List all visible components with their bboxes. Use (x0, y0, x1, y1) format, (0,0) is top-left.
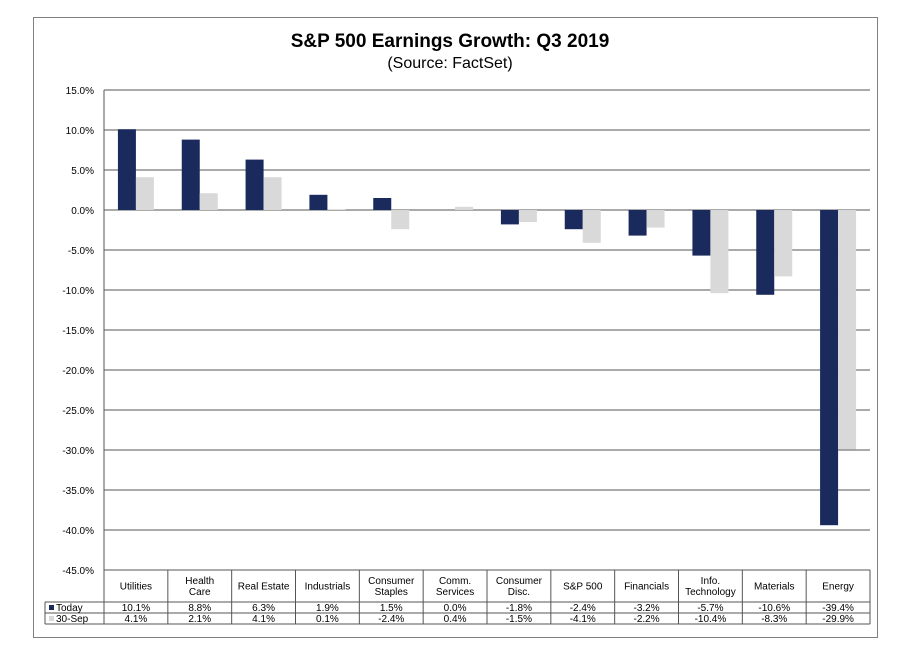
category-label: Info. (701, 576, 720, 587)
data-label: -3.2% (634, 603, 660, 614)
y-tick-label: 10.0% (66, 126, 94, 137)
category-label: Services (436, 587, 474, 598)
category-label: Care (189, 587, 211, 598)
bar-today (564, 210, 583, 230)
bar-30-sep (518, 210, 537, 222)
data-label: -8.3% (761, 614, 787, 625)
data-label: 0.0% (444, 603, 467, 614)
bar-today (245, 159, 264, 210)
bar-30-sep (455, 206, 474, 210)
category-label: Financials (624, 582, 669, 593)
bar-today (373, 198, 392, 210)
y-tick-label: -10.0% (62, 286, 94, 297)
data-label: -2.2% (634, 614, 660, 625)
category-label: Industrials (305, 582, 351, 593)
bar-30-sep (263, 177, 282, 210)
bar-today (309, 194, 328, 210)
chart-subtitle: (Source: FactSet) (387, 55, 513, 72)
category-label: Consumer (368, 576, 415, 587)
bar-30-sep (327, 209, 346, 210)
legend-label: 30-Sep (56, 614, 89, 625)
y-tick-label: -20.0% (62, 366, 94, 377)
category-label: Disc. (508, 587, 530, 598)
legend-swatch-today (49, 605, 54, 610)
chart-title: S&P 500 Earnings Growth: Q3 2019 (290, 31, 610, 52)
bar-30-sep (710, 210, 729, 294)
y-tick-label: -35.0% (62, 486, 94, 497)
bar-today (756, 210, 775, 295)
category-label: Real Estate (238, 582, 290, 593)
category-label: S&P 500 (563, 582, 603, 593)
bar-30-sep (582, 210, 601, 243)
category-label: Staples (375, 587, 408, 598)
data-label: 2.1% (188, 614, 211, 625)
data-label: -10.4% (695, 614, 727, 625)
data-label: 0.1% (316, 614, 339, 625)
legend-label: Today (56, 603, 83, 614)
y-tick-label: -30.0% (62, 446, 94, 457)
data-label: 1.9% (316, 603, 339, 614)
data-label: 0.4% (444, 614, 467, 625)
bar-30-sep (135, 177, 154, 210)
y-tick-label: -25.0% (62, 406, 94, 417)
data-label: -1.8% (506, 603, 532, 614)
y-tick-label: 5.0% (71, 166, 94, 177)
category-label: Health (185, 576, 214, 587)
data-label: -2.4% (378, 614, 404, 625)
category-label: Utilities (120, 582, 152, 593)
category-label: Energy (822, 582, 854, 593)
data-label: -29.9% (822, 614, 854, 625)
bar-30-sep (646, 210, 665, 228)
data-label: 6.3% (252, 603, 275, 614)
data-label: 4.1% (252, 614, 275, 625)
y-tick-label: 15.0% (66, 86, 94, 97)
bar-today (628, 210, 647, 236)
y-tick-label: -45.0% (62, 566, 94, 577)
data-label: 4.1% (125, 614, 148, 625)
category-label: Materials (754, 582, 795, 593)
bar-30-sep (391, 210, 410, 230)
legend-swatch-30-sep (49, 616, 54, 621)
data-label: -5.7% (697, 603, 723, 614)
category-label: Comm. (439, 576, 471, 587)
bar-today (820, 210, 839, 526)
y-tick-label: -15.0% (62, 326, 94, 337)
bar-today (117, 129, 136, 210)
data-label: -2.4% (570, 603, 596, 614)
category-label: Consumer (496, 576, 543, 587)
data-label: -1.5% (506, 614, 532, 625)
bar-30-sep (199, 193, 218, 210)
data-label: -10.6% (758, 603, 790, 614)
y-tick-label: 0.0% (71, 206, 94, 217)
y-tick-label: -5.0% (68, 246, 94, 257)
data-label: -39.4% (822, 603, 854, 614)
y-tick-label: -40.0% (62, 526, 94, 537)
bar-today (692, 210, 711, 256)
chart-frame (33, 17, 878, 638)
data-label: -4.1% (570, 614, 596, 625)
bar-today (181, 139, 200, 210)
data-label: 8.8% (188, 603, 211, 614)
bar-30-sep (838, 210, 857, 450)
data-label: 10.1% (122, 603, 150, 614)
bar-30-sep (774, 210, 793, 277)
bar-today (500, 210, 519, 225)
category-label: Technology (685, 587, 736, 598)
data-label: 1.5% (380, 603, 403, 614)
